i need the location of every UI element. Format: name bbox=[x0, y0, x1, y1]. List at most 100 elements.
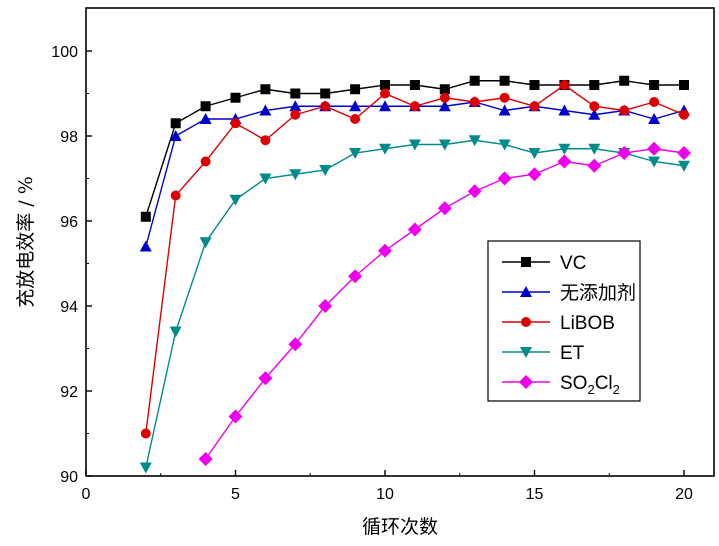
data-point bbox=[199, 237, 212, 249]
data-point bbox=[318, 299, 333, 313]
data-point bbox=[678, 160, 690, 172]
data-point bbox=[558, 104, 571, 116]
legend-entry: ET bbox=[502, 343, 585, 364]
data-point bbox=[468, 135, 481, 147]
data-point bbox=[200, 156, 211, 167]
legend-entry: SO2Cl2 bbox=[502, 373, 620, 397]
legend-marker bbox=[520, 347, 532, 358]
y-axis-ticks: 90 92 94 96 98 100 bbox=[51, 44, 92, 486]
legend-entries: VC 无添加剂 LiBOB ET SO2Cl2 bbox=[502, 253, 636, 397]
data-point bbox=[198, 452, 213, 466]
data-point bbox=[679, 80, 689, 90]
data-point bbox=[380, 88, 390, 99]
data-point bbox=[528, 148, 541, 159]
data-point bbox=[290, 88, 301, 99]
x-tick-label: 5 bbox=[231, 486, 240, 503]
data-point bbox=[228, 409, 243, 424]
legend-marker bbox=[521, 257, 531, 267]
data-point bbox=[529, 80, 540, 90]
y-axis-title: 充放电效率 / % bbox=[15, 176, 37, 308]
y-tick-label: 96 bbox=[60, 214, 78, 231]
data-point bbox=[169, 326, 182, 338]
data-point bbox=[320, 101, 331, 112]
data-point bbox=[648, 156, 661, 168]
x-tick-label: 20 bbox=[675, 486, 693, 503]
data-point bbox=[438, 100, 451, 112]
series-1 bbox=[140, 75, 689, 222]
y-tick-label: 90 bbox=[60, 469, 78, 486]
y-tick-label: 92 bbox=[60, 384, 78, 401]
data-point bbox=[558, 143, 571, 155]
data-point bbox=[349, 100, 362, 112]
data-point bbox=[169, 130, 182, 141]
data-point bbox=[140, 211, 151, 222]
data-point bbox=[380, 80, 390, 90]
y-tick-label: 100 bbox=[51, 44, 78, 61]
data-point bbox=[348, 269, 363, 284]
legend-label: ET bbox=[560, 343, 585, 364]
series-4 bbox=[139, 135, 690, 474]
data-point bbox=[469, 75, 480, 86]
data-point bbox=[199, 113, 212, 124]
data-point bbox=[170, 190, 181, 201]
x-tick-label: 0 bbox=[82, 486, 91, 503]
data-point bbox=[230, 92, 241, 103]
data-point bbox=[467, 184, 482, 199]
x-axis-ticks: 0 5 10 15 20 bbox=[82, 470, 693, 503]
data-point bbox=[320, 88, 331, 99]
data-point bbox=[588, 143, 601, 155]
data-point bbox=[647, 141, 662, 156]
data-point bbox=[259, 104, 272, 116]
data-point bbox=[378, 243, 392, 258]
legend-entry: VC bbox=[502, 253, 586, 274]
data-point bbox=[379, 100, 391, 112]
data-point bbox=[589, 80, 600, 90]
data-point bbox=[288, 337, 303, 352]
data-point bbox=[438, 139, 451, 151]
data-point bbox=[260, 135, 271, 146]
data-point bbox=[588, 108, 601, 120]
data-point bbox=[649, 97, 660, 107]
data-point bbox=[648, 113, 661, 124]
data-point bbox=[260, 84, 271, 95]
x-tick-label: 10 bbox=[376, 486, 394, 503]
data-point bbox=[437, 201, 452, 216]
data-point bbox=[679, 109, 689, 120]
legend-entry: 无添加剂 bbox=[502, 282, 636, 304]
data-point bbox=[499, 75, 510, 86]
legend: VC 无添加剂 LiBOB ET SO2Cl2 bbox=[487, 240, 641, 402]
data-point bbox=[350, 114, 361, 124]
data-point bbox=[230, 118, 241, 129]
legend-label: VC bbox=[560, 253, 586, 274]
data-point bbox=[139, 240, 152, 252]
data-point bbox=[587, 158, 602, 173]
data-point bbox=[350, 84, 361, 95]
data-point bbox=[498, 139, 511, 151]
data-point bbox=[439, 84, 450, 95]
data-point bbox=[408, 139, 421, 151]
data-point bbox=[140, 428, 151, 439]
legend-entry: LiBOB bbox=[502, 313, 615, 334]
data-point bbox=[289, 100, 302, 112]
data-point bbox=[200, 101, 211, 112]
data-point bbox=[289, 169, 302, 181]
data-point bbox=[619, 105, 630, 116]
data-point bbox=[617, 146, 632, 160]
data-point bbox=[498, 104, 511, 116]
data-point bbox=[589, 101, 600, 112]
legend-marker bbox=[520, 286, 532, 297]
data-point bbox=[559, 80, 570, 90]
data-point bbox=[379, 143, 391, 155]
data-point bbox=[529, 101, 540, 112]
y-tick-label: 94 bbox=[60, 299, 78, 316]
data-point bbox=[469, 97, 480, 107]
data-point bbox=[619, 75, 630, 86]
data-point bbox=[170, 118, 181, 129]
series-5 bbox=[198, 141, 691, 466]
plot-frame bbox=[85, 7, 715, 477]
data-point bbox=[259, 173, 272, 185]
legend-marker bbox=[521, 317, 531, 327]
data-point bbox=[139, 462, 152, 474]
data-point bbox=[439, 92, 450, 103]
